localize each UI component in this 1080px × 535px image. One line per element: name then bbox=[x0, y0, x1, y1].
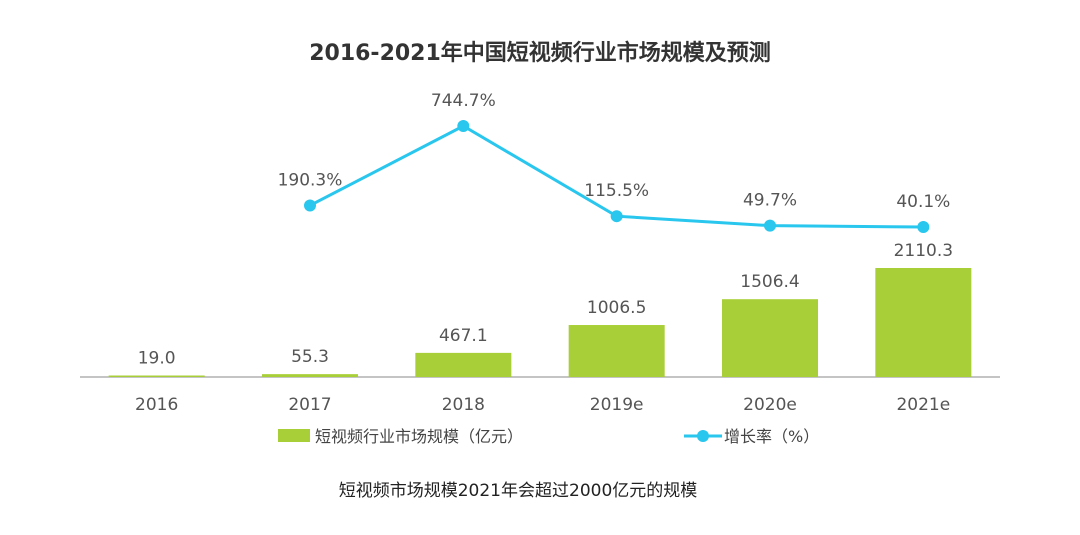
x-axis-ticks: 2016 2017 2018 2019e 2020e 2021e bbox=[135, 395, 950, 415]
x-tick-2020e: 2020e bbox=[743, 395, 797, 415]
chart-title: 2016-2021年中国短视频行业市场规模及预测 bbox=[309, 40, 771, 66]
bar-label-2021e: 2110.3 bbox=[894, 241, 953, 261]
bar-2019e bbox=[568, 325, 665, 377]
legend-bar-label: 短视频行业市场规模（亿元） bbox=[315, 427, 523, 446]
bar-2020e bbox=[722, 299, 818, 377]
legend: 短视频行业市场规模（亿元） 增长率（%） bbox=[278, 427, 819, 446]
bar-2021e bbox=[875, 268, 972, 377]
growth-point-2017 bbox=[304, 199, 316, 212]
bar-label-2018: 467.1 bbox=[439, 326, 488, 346]
legend-line-marker bbox=[697, 430, 709, 442]
growth-label-2021e: 40.1% bbox=[896, 192, 950, 212]
growth-label-2019e: 115.5% bbox=[584, 181, 649, 201]
x-tick-2017: 2017 bbox=[288, 395, 331, 415]
bar-label-2016: 19.0 bbox=[138, 349, 176, 369]
footnote: 短视频市场规模2021年会超过2000亿元的规模 bbox=[339, 481, 698, 501]
growth-point-2020e bbox=[764, 219, 776, 232]
bar-2018 bbox=[415, 352, 512, 377]
bar-2017 bbox=[262, 374, 358, 377]
growth-label-2018: 744.7% bbox=[431, 91, 496, 111]
bar-label-2020e: 1506.4 bbox=[740, 272, 799, 292]
legend-bar-swatch bbox=[278, 429, 310, 442]
growth-label-2017: 190.3% bbox=[278, 170, 343, 190]
x-tick-2016: 2016 bbox=[135, 395, 178, 415]
growth-point-2021e bbox=[917, 221, 930, 233]
x-tick-2021e: 2021e bbox=[896, 395, 950, 415]
bar-value-labels: 19.0 55.3 467.1 1006.5 1506.4 2110.3 bbox=[138, 241, 953, 369]
bar-label-2019e: 1006.5 bbox=[587, 298, 646, 318]
bar-series bbox=[108, 268, 972, 377]
growth-rate-labels: 190.3% 744.7% 115.5% 49.7% 40.1% bbox=[278, 91, 951, 212]
x-tick-2018: 2018 bbox=[442, 395, 485, 415]
x-tick-2019e: 2019e bbox=[590, 395, 644, 415]
bar-label-2017: 55.3 bbox=[291, 347, 329, 367]
growth-point-2019e bbox=[610, 210, 623, 223]
growth-rate-points bbox=[304, 120, 930, 233]
growth-point-2018 bbox=[457, 120, 470, 132]
legend-line-label: 增长率（%） bbox=[724, 427, 819, 446]
growth-label-2020e: 49.7% bbox=[743, 191, 797, 211]
bar-2016 bbox=[108, 375, 205, 377]
